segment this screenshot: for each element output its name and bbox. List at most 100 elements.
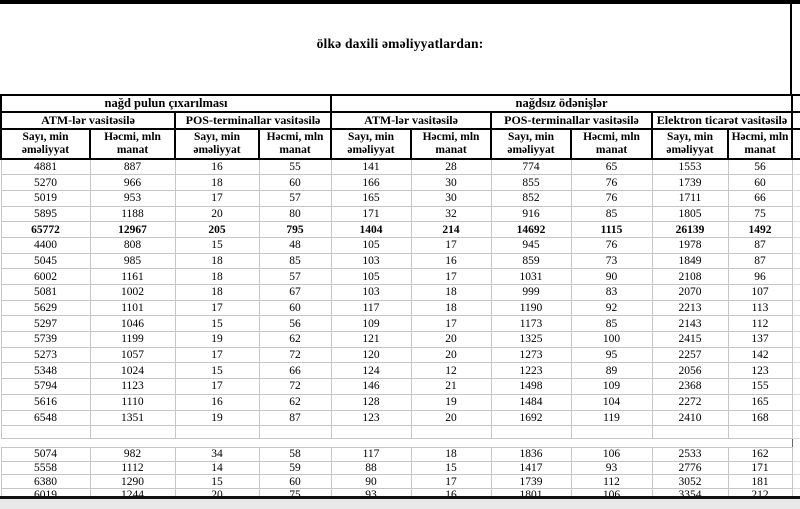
cell[interactable]: 165 <box>330 189 412 207</box>
cell[interactable]: 57 <box>258 189 332 207</box>
cell[interactable]: 20 <box>410 346 492 364</box>
cell[interactable]: 65772 <box>0 221 91 238</box>
cell[interactable]: 128 <box>330 393 412 411</box>
cell[interactable]: 141 <box>330 158 412 176</box>
cell[interactable]: 17 <box>174 346 260 364</box>
cell[interactable]: 16 <box>174 158 260 176</box>
cell[interactable]: 67 <box>258 284 332 301</box>
cell[interactable]: 162 <box>727 447 793 462</box>
cell[interactable]: 916 <box>490 205 572 223</box>
cell[interactable]: 60 <box>258 299 332 317</box>
cell[interactable] <box>570 425 653 440</box>
column-header-cell[interactable]: Sayı, min əməliyyat <box>490 128 573 160</box>
cell[interactable]: 18 <box>410 284 492 301</box>
cell[interactable]: 795 <box>258 221 332 238</box>
cell[interactable]: 18 <box>174 284 260 301</box>
cell[interactable]: 18 <box>410 299 492 317</box>
cell[interactable]: 16 <box>410 252 492 270</box>
cell[interactable]: 21 <box>410 378 492 395</box>
cell[interactable]: 165 <box>727 393 793 411</box>
cell[interactable]: 1273 <box>490 346 572 364</box>
cell[interactable]: 76 <box>570 189 653 207</box>
cell[interactable] <box>89 425 176 440</box>
cell[interactable]: 953 <box>89 189 176 207</box>
cell[interactable]: 14692 <box>490 221 572 238</box>
cell[interactable]: 1188 <box>89 205 176 223</box>
cell[interactable]: 5629 <box>0 299 91 317</box>
column-header-cell[interactable]: Sayı, min əməliyyat <box>330 128 413 160</box>
cell[interactable]: 1223 <box>490 362 572 380</box>
cell[interactable]: 1692 <box>490 409 572 427</box>
cell[interactable]: 1173 <box>490 315 572 333</box>
cell[interactable]: 55 <box>258 158 332 176</box>
cell[interactable]: 1031 <box>490 268 572 285</box>
cell[interactable]: 5045 <box>0 252 91 270</box>
cell[interactable]: 945 <box>490 236 572 254</box>
cell[interactable]: 90 <box>330 474 412 489</box>
cell[interactable]: 1351 <box>89 409 176 427</box>
cell[interactable]: 30 <box>410 189 492 207</box>
cell[interactable]: 15 <box>174 474 260 489</box>
cell[interactable]: 5739 <box>0 331 91 348</box>
cell[interactable]: 2776 <box>651 460 729 476</box>
cell[interactable]: 15 <box>410 460 492 476</box>
cell[interactable]: 121 <box>330 331 412 348</box>
cell[interactable]: 2070 <box>651 284 729 301</box>
cell[interactable]: 12967 <box>89 221 176 238</box>
cell[interactable]: 15 <box>174 362 260 380</box>
cell[interactable]: 117 <box>330 447 412 462</box>
cell[interactable]: 774 <box>490 158 572 176</box>
cell[interactable]: 5794 <box>0 378 91 395</box>
cell[interactable]: 89 <box>570 362 653 380</box>
cell[interactable]: 17 <box>174 378 260 395</box>
cell[interactable]: 20 <box>410 331 492 348</box>
cell[interactable]: 887 <box>89 158 176 176</box>
cell[interactable]: 87 <box>727 252 793 270</box>
cell[interactable] <box>651 425 729 440</box>
cell[interactable]: 96 <box>727 268 793 285</box>
cell[interactable]: 107 <box>727 284 793 301</box>
subgroup-header-cell[interactable]: ATM-lər vasitəsilə <box>0 111 176 130</box>
cell[interactable]: 2143 <box>651 315 729 333</box>
cell[interactable]: 12 <box>410 362 492 380</box>
cell[interactable]: 20 <box>174 205 260 223</box>
cell[interactable]: 1849 <box>651 252 729 270</box>
cell[interactable]: 146 <box>330 378 412 395</box>
cell[interactable]: 1110 <box>89 393 176 411</box>
cell[interactable]: 1046 <box>89 315 176 333</box>
cell[interactable]: 66 <box>727 189 793 207</box>
cell[interactable]: 103 <box>330 252 412 270</box>
cell[interactable]: 205 <box>174 221 260 238</box>
group-header-cell[interactable]: nağd pulun çıxarılması <box>0 94 333 113</box>
column-header-cell[interactable]: Həcmi, mln manat <box>89 128 176 160</box>
cell[interactable]: 1739 <box>490 474 572 489</box>
cell[interactable]: 2533 <box>651 447 729 462</box>
cell[interactable]: 181 <box>727 474 793 489</box>
cell[interactable]: 19 <box>174 331 260 348</box>
cell[interactable]: 87 <box>258 409 332 427</box>
cell[interactable]: 119 <box>570 409 653 427</box>
cell[interactable]: 124 <box>330 362 412 380</box>
cell[interactable]: 15 <box>174 315 260 333</box>
cell[interactable]: 166 <box>330 174 412 191</box>
cell[interactable]: 5074 <box>0 447 91 462</box>
cell[interactable]: 2108 <box>651 268 729 285</box>
cell[interactable]: 5616 <box>0 393 91 411</box>
cell[interactable]: 2056 <box>651 362 729 380</box>
column-header-cell[interactable]: Həcmi, mln manat <box>727 128 794 160</box>
cell[interactable]: 808 <box>89 236 176 254</box>
cell[interactable]: 168 <box>727 409 793 427</box>
cell[interactable]: 60 <box>258 474 332 489</box>
cell[interactable]: 17 <box>174 189 260 207</box>
cell[interactable] <box>0 425 91 440</box>
cell[interactable]: 6380 <box>0 474 91 489</box>
cell[interactable]: 92 <box>570 299 653 317</box>
cell[interactable]: 1417 <box>490 460 572 476</box>
cell[interactable]: 5895 <box>0 205 91 223</box>
cell[interactable]: 59 <box>258 460 332 476</box>
column-header-cell[interactable]: Sayı, min əməliyyat <box>0 128 91 160</box>
cell[interactable]: 4881 <box>0 158 91 176</box>
cell[interactable]: 16 <box>174 393 260 411</box>
cell[interactable] <box>174 425 260 440</box>
cell[interactable]: 2368 <box>651 378 729 395</box>
